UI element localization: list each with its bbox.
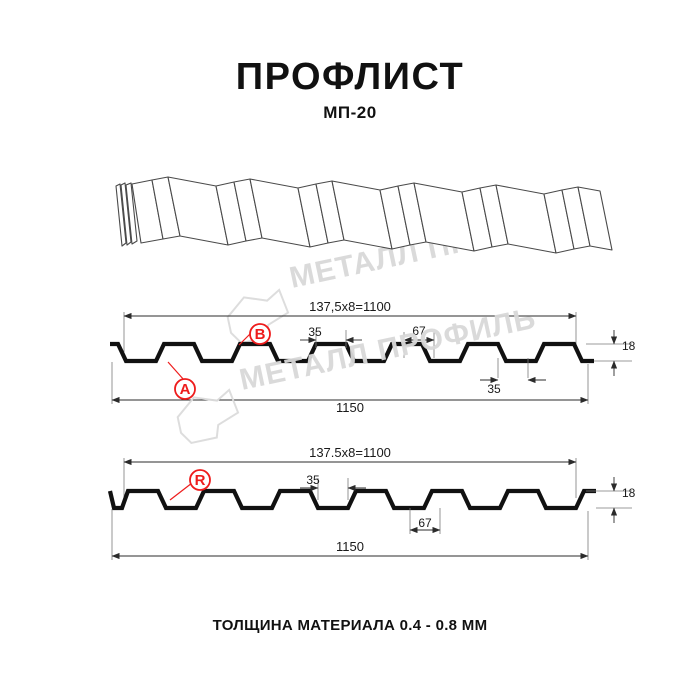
dim-total-width-top: 1150: [336, 400, 364, 415]
dim-span-top: 137,5x8=1100: [309, 299, 391, 314]
corrugation-profile-bottom: [107, 488, 596, 511]
dim-rib-pitch-bottom: 35: [306, 473, 320, 487]
material-thickness-note: ТОЛЩИНА МАТЕРИАЛА 0.4 - 0.8 ММ: [212, 617, 488, 634]
dim-trough-top: 67: [412, 324, 426, 338]
marker-a: A: [167, 361, 196, 400]
dim-flute-gap-top: 35: [487, 382, 501, 396]
corrugation-profile-top: [110, 341, 594, 364]
dim-rib-pitch-top: 35: [308, 325, 322, 339]
dim-trough-bottom: 67: [418, 516, 432, 530]
dim-height-bottom: 18: [622, 486, 636, 500]
marker-a-letter: A: [180, 381, 191, 398]
page-title: ПРОФЛИСТ: [235, 56, 465, 98]
marker-b-letter: B: [255, 326, 266, 343]
profile-section-top: 137,5x8=1100 35 67 35 18: [110, 299, 636, 415]
marker-b: B: [238, 323, 271, 346]
model-subtitle: МП-20: [323, 103, 377, 122]
marker-r: R: [169, 469, 211, 501]
dim-span-bottom: 137.5x8=1100: [309, 445, 391, 460]
isometric-sheet-illustration: [115, 176, 613, 254]
profile-section-bottom: 137.5x8=1100 35 67 18 1150: [107, 445, 636, 560]
marker-r-letter: R: [195, 472, 206, 489]
dim-height-top: 18: [622, 339, 636, 353]
dim-total-width-bottom: 1150: [336, 539, 364, 554]
